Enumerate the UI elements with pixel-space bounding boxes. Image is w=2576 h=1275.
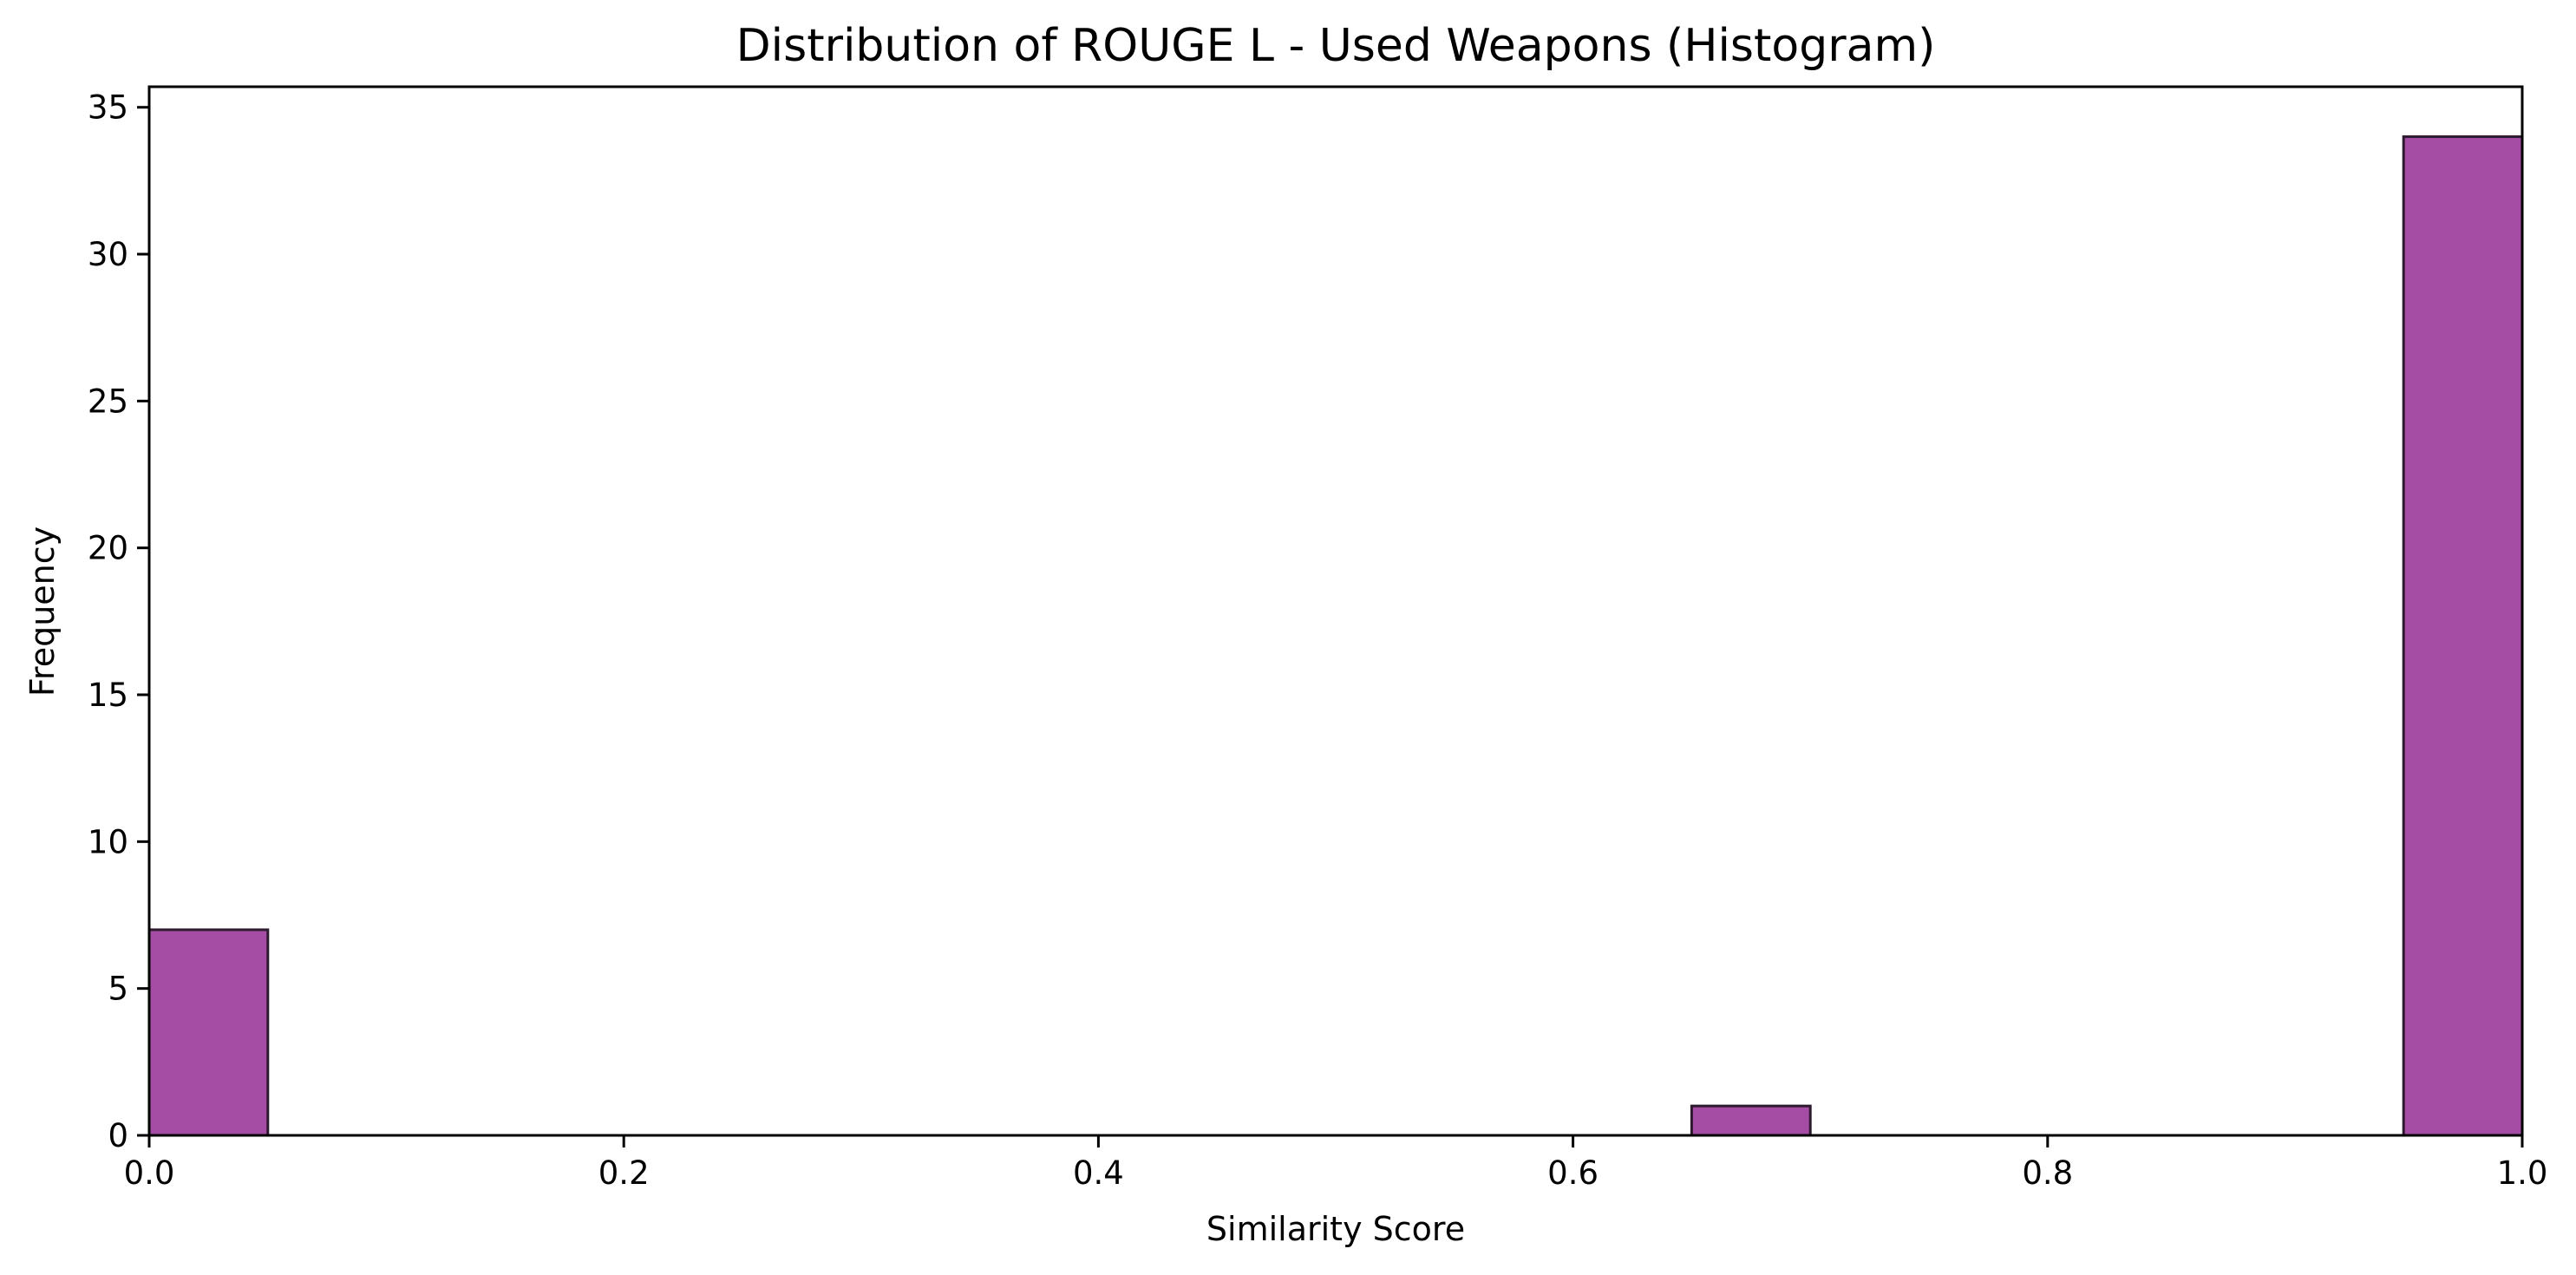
bars-layer (147, 135, 2524, 1137)
y-tick-label: 35 (88, 89, 128, 127)
x-tick-label: 0.6 (1547, 1154, 1599, 1192)
chart-title: Distribution of ROUGE L - Used Weapons (… (736, 20, 1936, 72)
y-tick-label: 15 (88, 677, 128, 714)
x-tick-label: 0.4 (1073, 1154, 1124, 1192)
x-tick-label: 0.2 (598, 1154, 650, 1192)
y-tick-label: 10 (88, 823, 128, 860)
y-tick-label: 30 (88, 236, 128, 273)
y-tick-label: 5 (108, 971, 128, 1008)
x-axis-label: Similarity Score (1206, 1210, 1465, 1248)
x-axis-ticks: 0.0 0.2 0.4 0.6 0.8 1.0 (124, 1135, 2548, 1192)
y-axis-ticks: 0 5 10 15 20 25 30 35 (88, 89, 149, 1154)
x-tick-label: 0.0 (124, 1154, 175, 1192)
histogram-bar (147, 928, 270, 1137)
plot-frame (147, 85, 2524, 1137)
y-axis-label: Frequency (23, 526, 62, 696)
histogram-bar (1690, 1104, 1812, 1137)
x-tick-label: 0.8 (2022, 1154, 2073, 1192)
y-tick-label: 0 (108, 1117, 128, 1154)
y-tick-label: 25 (88, 382, 128, 420)
x-tick-label: 1.0 (2497, 1154, 2548, 1192)
y-tick-label: 20 (88, 530, 128, 567)
histogram-bar (2402, 135, 2524, 1137)
